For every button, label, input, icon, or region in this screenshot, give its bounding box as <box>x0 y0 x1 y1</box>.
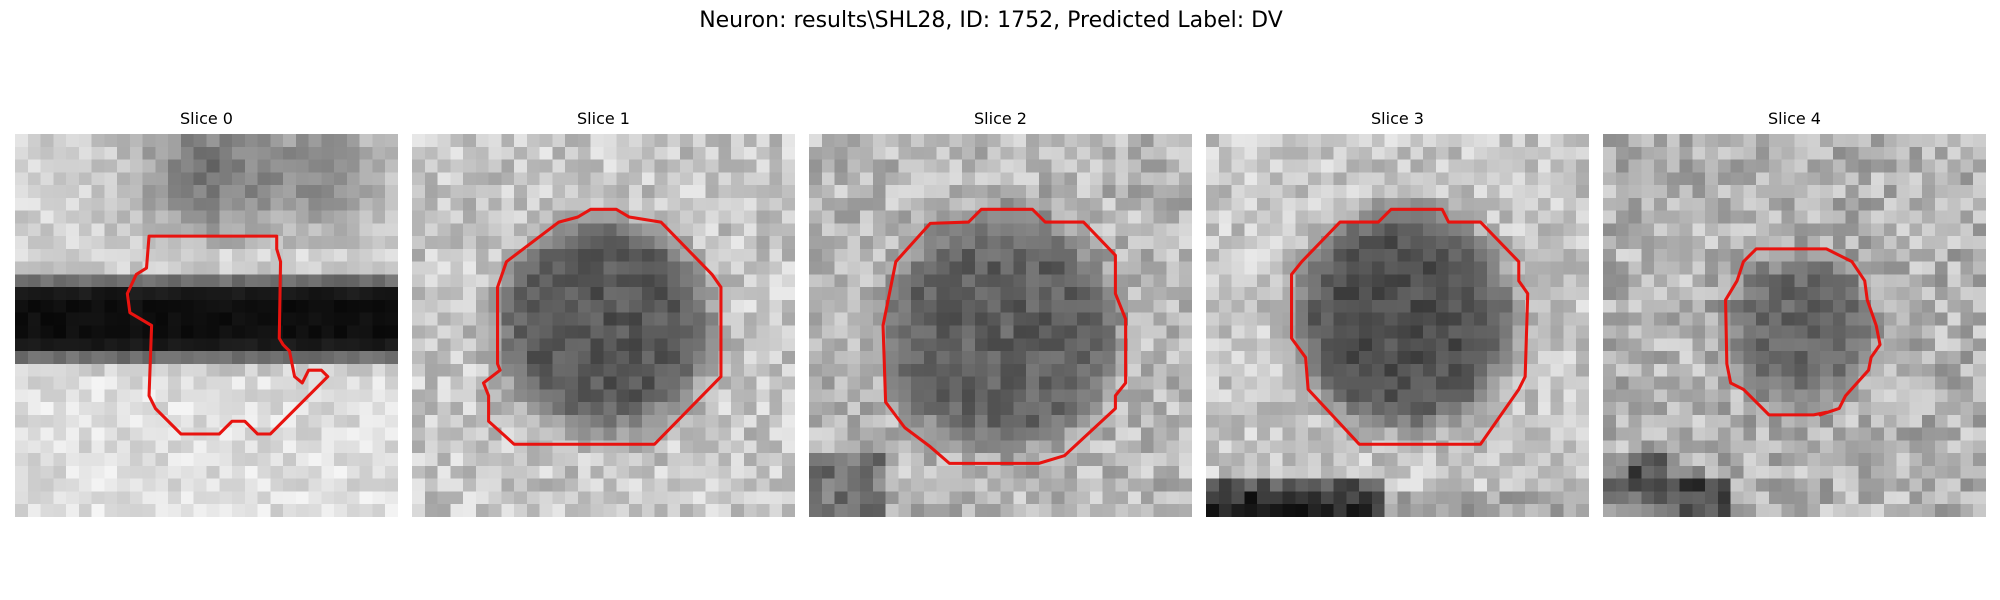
slice-title: Slice 3 <box>1371 109 1424 128</box>
slice-image <box>1603 134 1986 517</box>
slice-image <box>15 134 398 517</box>
slice-image <box>412 134 795 517</box>
slice-title: Slice 2 <box>974 109 1027 128</box>
pixel-grid <box>809 134 1192 517</box>
pixel-grid <box>1603 134 1986 517</box>
slice-image <box>1206 134 1589 517</box>
slice-title: Slice 4 <box>1768 109 1821 128</box>
slice-image <box>809 134 1192 517</box>
slice-panel-0: Slice 0 <box>15 108 398 517</box>
segmentation-contour <box>125 234 330 436</box>
pixel-grid <box>412 134 795 517</box>
segmentation-contour <box>1724 247 1882 417</box>
segmentation-contour <box>1290 207 1530 446</box>
segmentation-contour <box>881 207 1128 465</box>
slice-panel-2: Slice 2 <box>809 108 1192 517</box>
pixel-grid <box>15 134 398 517</box>
slice-title: Slice 0 <box>180 109 233 128</box>
slice-panel-4: Slice 4 <box>1603 108 1986 517</box>
pixel-grid <box>1206 134 1589 517</box>
figure-title: Neuron: results\SHL28, ID: 1752, Predict… <box>699 8 1283 33</box>
slice-panel-1: Slice 1 <box>412 108 795 517</box>
segmentation-contour <box>481 207 723 446</box>
slice-panel-3: Slice 3 <box>1206 108 1589 517</box>
slice-title: Slice 1 <box>577 109 630 128</box>
